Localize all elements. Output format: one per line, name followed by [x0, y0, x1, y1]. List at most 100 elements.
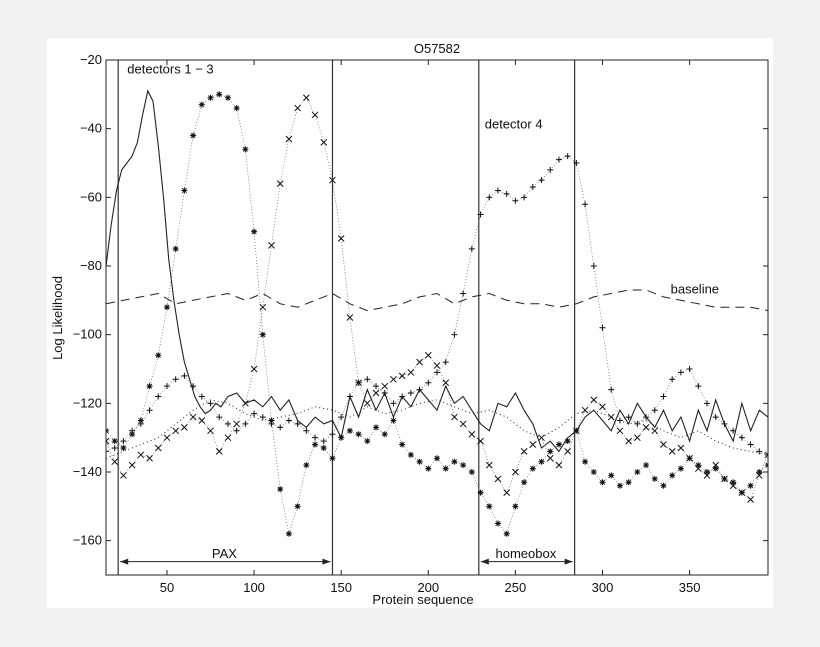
series-marker	[738, 434, 745, 441]
series-marker	[146, 454, 153, 462]
series-marker	[198, 393, 205, 400]
series-marker	[460, 290, 467, 297]
series-marker	[172, 427, 180, 435]
plot-area	[106, 60, 768, 575]
x-tick-label: 150	[330, 580, 352, 595]
series-marker	[425, 465, 432, 472]
series-marker	[686, 454, 693, 462]
series-marker	[181, 187, 188, 194]
series-marker	[163, 383, 170, 390]
series-marker	[355, 379, 362, 386]
series-marker	[373, 424, 380, 431]
series-marker	[137, 420, 144, 427]
series-marker	[477, 489, 484, 496]
series-connector	[106, 93, 768, 535]
series-marker	[503, 489, 511, 496]
series-marker	[555, 441, 562, 448]
series-marker	[129, 427, 136, 434]
series-marker	[485, 461, 493, 469]
series-marker	[599, 403, 606, 411]
series-marker	[268, 420, 275, 427]
series-marker	[460, 462, 467, 469]
series-marker	[312, 434, 319, 441]
chart-title: O57582	[414, 41, 460, 56]
y-tick-label: −20	[80, 52, 102, 67]
series-marker	[346, 393, 353, 400]
series-marker	[512, 468, 519, 476]
y-tick-label: −80	[80, 258, 102, 273]
series-marker	[503, 190, 510, 197]
series-marker	[398, 372, 406, 380]
series-marker	[355, 431, 362, 438]
series-marker	[434, 369, 440, 376]
series-marker	[242, 420, 249, 427]
series-marker	[181, 424, 188, 431]
series-marker	[486, 503, 493, 510]
series-marker	[163, 304, 170, 311]
series-marker	[643, 462, 650, 469]
series-marker	[285, 135, 293, 143]
series-marker	[120, 444, 127, 451]
series-marker	[233, 420, 241, 428]
series-marker	[756, 469, 763, 475]
series-marker	[294, 420, 301, 427]
series-marker	[590, 396, 598, 404]
series-marker	[547, 166, 554, 173]
series-marker	[546, 454, 554, 462]
series-marker	[538, 458, 545, 465]
x-tick-label: 200	[417, 580, 439, 595]
series-marker	[694, 465, 702, 472]
series-marker	[399, 393, 406, 400]
series-marker	[599, 479, 606, 486]
y-tick-label: −60	[80, 189, 102, 204]
series-marker	[146, 383, 153, 390]
series-marker	[529, 441, 537, 448]
series-marker	[712, 461, 720, 469]
series-marker	[660, 441, 667, 448]
series-marker	[137, 417, 144, 424]
series-marker	[137, 451, 145, 459]
series-marker	[216, 414, 223, 421]
series-marker	[477, 437, 484, 445]
series-marker	[416, 386, 423, 393]
series-marker	[277, 486, 284, 493]
annotations: detectors 1 − 3 detector 4 baseline PAX home…	[120, 62, 719, 565]
chart-figure: O57582 Protein sequence Log Likelihood 5…	[47, 38, 773, 608]
series-marker	[494, 520, 501, 527]
x-tick-label: 50	[160, 580, 174, 595]
series-marker	[599, 324, 606, 331]
series-marker	[677, 465, 684, 472]
series-marker	[730, 479, 737, 486]
y-axis-label: Log Likelihood	[50, 276, 65, 360]
annotation-label-bg	[208, 545, 241, 561]
series-marker	[346, 427, 353, 434]
series-marker	[373, 383, 380, 390]
y-tick-label: −140	[73, 464, 102, 479]
series-marker	[189, 413, 197, 421]
series-marker	[529, 184, 536, 191]
series-marker	[390, 400, 397, 407]
chart-svg: O57582 Protein sequence Log Likelihood 5…	[50, 41, 769, 607]
series-marker	[468, 245, 475, 252]
series-marker	[320, 438, 327, 445]
series-marker	[721, 475, 728, 483]
series-marker	[442, 379, 450, 387]
series-marker	[625, 414, 632, 421]
series-marker	[747, 441, 754, 448]
series-marker	[564, 438, 571, 445]
series-marker	[407, 390, 414, 397]
y-tick-label: −40	[80, 121, 102, 136]
series-marker	[251, 228, 258, 235]
series-marker	[564, 448, 572, 455]
series-marker	[190, 383, 197, 390]
series-marker	[695, 383, 702, 390]
series-marker	[259, 303, 267, 311]
y-tick-label: −100	[73, 327, 102, 342]
series-marker	[120, 438, 127, 445]
series-marker	[712, 465, 719, 472]
series-marker	[320, 444, 327, 451]
series-marker	[755, 472, 763, 479]
series-baseline	[106, 289, 768, 312]
series-marker	[111, 458, 119, 466]
series-marker	[381, 390, 388, 397]
